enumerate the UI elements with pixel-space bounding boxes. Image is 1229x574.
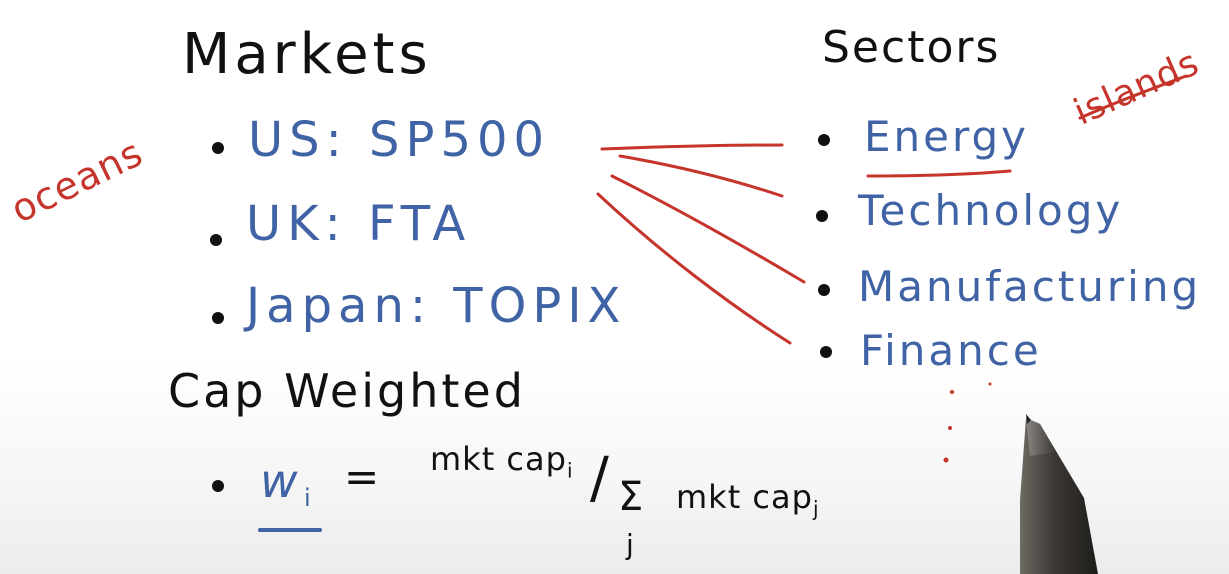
continuation-dot <box>948 426 952 430</box>
numerator-text: mkt cap <box>430 440 567 478</box>
islands-underline <box>1078 74 1188 120</box>
continuation-dot <box>950 390 954 394</box>
weight-underline <box>258 528 322 532</box>
weight-symbol: w <box>260 454 298 508</box>
connector-line-finance <box>596 192 792 345</box>
sectors-heading: Sectors <box>822 22 1001 73</box>
bullet <box>212 480 224 492</box>
bullet <box>816 210 828 222</box>
equals-sign: = <box>344 452 380 501</box>
weight-subscript: i <box>304 484 311 512</box>
continuation-dot <box>943 457 949 463</box>
bullet <box>818 134 830 146</box>
denominator-subscript: j <box>812 496 820 521</box>
connector-line-technology <box>618 154 784 198</box>
cap-weighted-heading: Cap Weighted <box>168 364 526 418</box>
connector-line-energy <box>600 143 784 151</box>
bullet <box>818 284 830 296</box>
connector-line-manufacturing <box>610 174 806 284</box>
bullet <box>212 312 224 324</box>
bullet <box>820 346 832 358</box>
market-item-uk: UK: FTA <box>246 196 472 252</box>
division-slash: / <box>590 446 609 511</box>
sector-item-manufacturing: Manufacturing <box>858 262 1202 311</box>
market-item-japan: Japan: TOPIX <box>246 278 627 334</box>
bullet <box>212 142 224 154</box>
sector-item-energy: Energy <box>864 112 1030 161</box>
sum-index: j <box>626 528 634 561</box>
sector-item-finance: Finance <box>860 326 1042 375</box>
formula-denominator: mkt capj <box>676 478 820 520</box>
sum-symbol: Σ <box>618 474 644 520</box>
denominator-text: mkt cap <box>676 478 813 516</box>
numerator-subscript: i <box>566 458 574 483</box>
sector-item-technology: Technology <box>858 186 1124 235</box>
bullet <box>210 234 222 246</box>
continuation-dot <box>988 382 992 386</box>
markets-heading: Markets <box>182 22 432 87</box>
market-item-us: US: SP500 <box>248 112 551 168</box>
energy-underline <box>866 169 1012 178</box>
formula-numerator: mkt capi <box>430 440 574 482</box>
